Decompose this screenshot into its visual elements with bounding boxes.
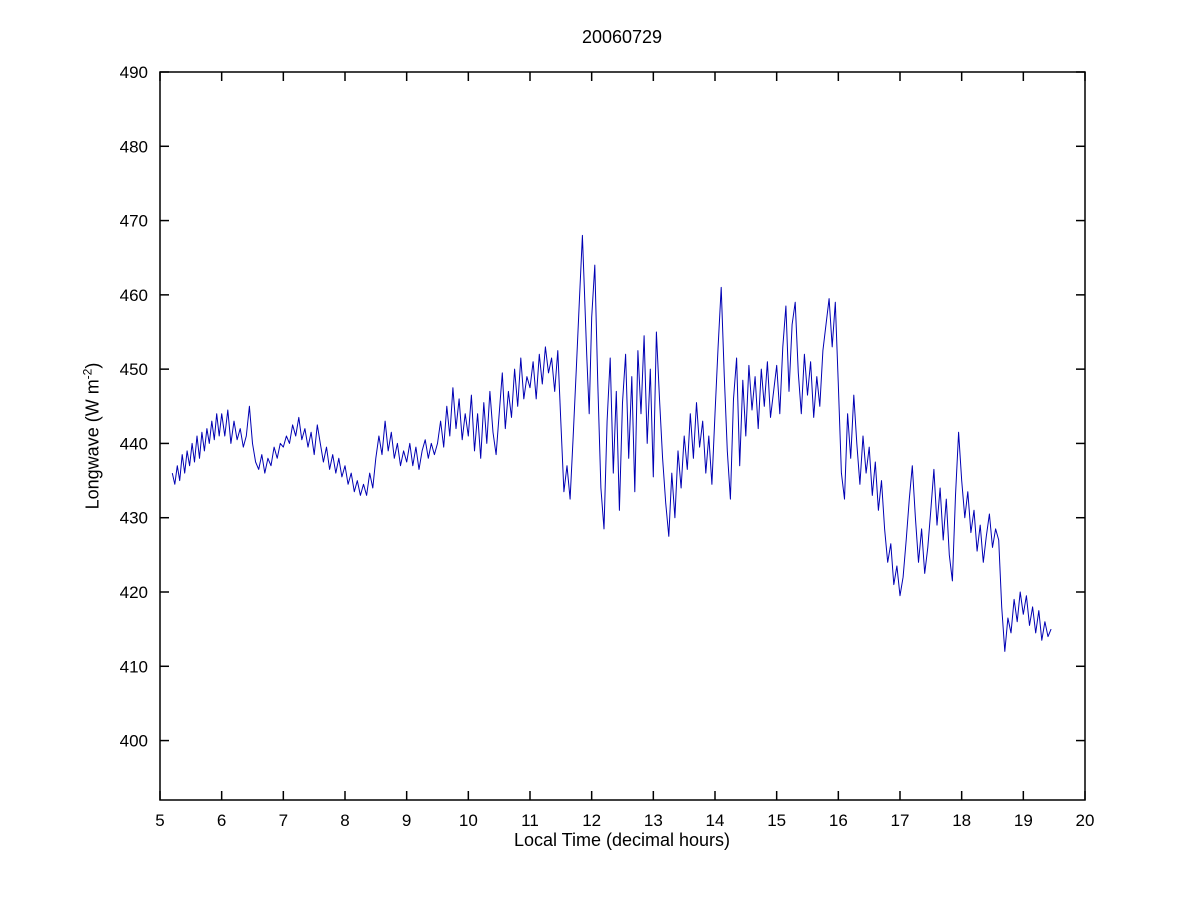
x-tick-label: 9 [402,811,411,830]
y-tick-label: 460 [120,286,148,305]
x-tick-label: 17 [891,811,910,830]
y-tick-label: 420 [120,583,148,602]
data-line [171,234,1052,652]
y-tick-label: 490 [120,63,148,82]
y-axis-label-superscript: -2 [80,368,95,380]
x-tick-label: 7 [279,811,288,830]
y-tick-label: 450 [120,360,148,379]
x-tick-label: 10 [459,811,478,830]
x-tick-label: 18 [952,811,971,830]
x-tick-label: 8 [340,811,349,830]
x-tick-label: 12 [582,811,601,830]
x-tick-label: 5 [155,811,164,830]
y-axis-label: Longwave (W m-2) [81,363,104,510]
axes-box [159,71,1086,801]
y-tick-label: 430 [120,509,148,528]
y-axis-label-suffix: ) [82,362,103,369]
y-tick-label: 440 [120,434,148,453]
x-tick-label: 13 [644,811,663,830]
x-tick-label: 19 [1014,811,1033,830]
x-tick-label: 14 [706,811,725,830]
x-tick-label: 15 [767,811,786,830]
y-tick-label: 470 [120,212,148,231]
y-tick-label: 410 [120,657,148,676]
x-tick-label: 6 [217,811,226,830]
x-tick-label: 16 [829,811,848,830]
x-tick-label: 11 [521,811,539,830]
x-tick-label: 20 [1076,811,1095,830]
chart-title: 20060729 [581,27,663,47]
y-axis-label-prefix: Longwave (W m [82,379,103,510]
y-tick-label: 400 [120,732,148,751]
y-tick-label: 480 [120,137,148,156]
x-axis-label: Local Time (decimal hours) [513,830,731,850]
